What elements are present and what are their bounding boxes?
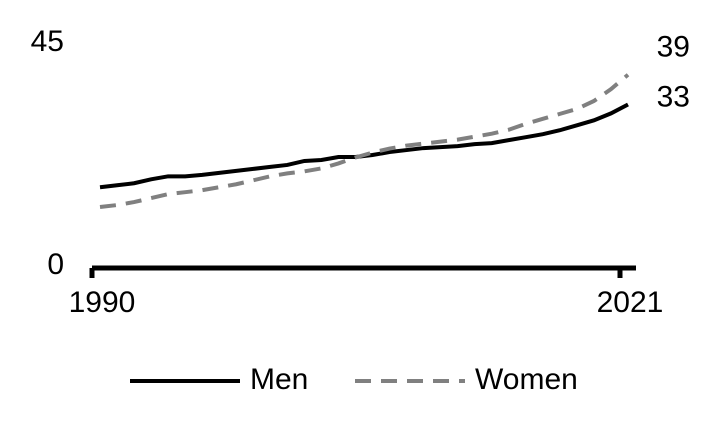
- line-series: [99, 73, 630, 210]
- x-tick-label: 1990: [69, 286, 136, 319]
- y-tick-label: 45: [31, 25, 64, 58]
- end-value-label: 33: [657, 80, 690, 113]
- y-tick-label: 0: [47, 248, 64, 281]
- x-tick-label: 2021: [597, 286, 664, 319]
- line-series: [99, 102, 629, 190]
- end-value-label: 39: [657, 31, 690, 64]
- legend-label: Women: [475, 363, 578, 396]
- legend-label: Men: [250, 363, 308, 396]
